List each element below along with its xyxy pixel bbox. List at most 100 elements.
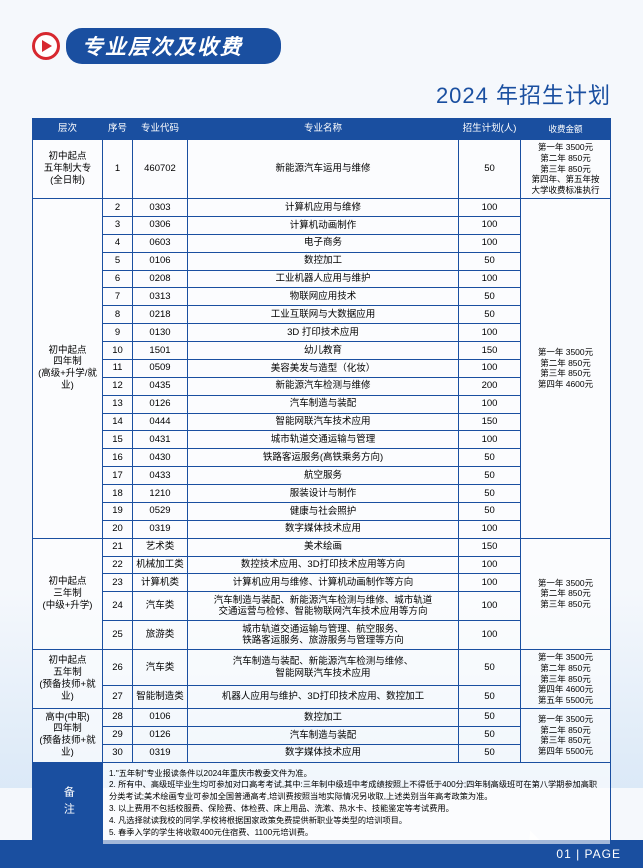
plan-cell: 200: [459, 377, 521, 395]
col-level: 层次: [33, 119, 103, 140]
note-line: 3. 以上费用不包括校服费、保险费、体检费、床上用品、洗漱、热水卡、技能鉴定等考…: [109, 803, 604, 815]
plan-cell: 100: [459, 621, 521, 650]
code-cell: 旅游类: [133, 621, 188, 650]
plan-cell: 100: [459, 324, 521, 342]
note-line: 2. 所有中、高级班毕业生均可参加对口高考考试,其中:三年制中级班中考成绩按照上…: [109, 779, 604, 803]
col-plan: 招生计划(人): [459, 119, 521, 140]
section-banner: 专业层次及收费: [32, 28, 611, 64]
notes-label: 备注: [33, 762, 103, 844]
seq-cell: 24: [103, 592, 133, 621]
code-cell: 艺术类: [133, 538, 188, 556]
notes-cell: 1."五年制"专业报读条件以2024年重庆市教委文件为准。2. 所有中、高级班毕…: [103, 762, 611, 844]
level-cell: 初中起点 五年制 (预备技师+就业): [33, 649, 103, 708]
plan-cell: 50: [459, 449, 521, 467]
major-name-cell: 计算机动画制作: [188, 216, 459, 234]
code-cell: 汽车类: [133, 592, 188, 621]
seq-cell: 1: [103, 139, 133, 198]
major-name-cell: 电子商务: [188, 234, 459, 252]
plan-cell: 100: [459, 359, 521, 377]
plan-cell: 100: [459, 520, 521, 538]
note-line: 4. 凡选择就读我校的同学,学校将根据国家政策免费提供新职业等类型的培训项目。: [109, 815, 604, 827]
plan-cell: 50: [459, 502, 521, 520]
code-cell: 0430: [133, 449, 188, 467]
major-name-cell: 健康与社会照护: [188, 502, 459, 520]
level-cell: 初中起点 五年制大专 (全日制): [33, 139, 103, 198]
col-code: 专业代码: [133, 119, 188, 140]
code-cell: 1501: [133, 342, 188, 360]
table-row: 初中起点 四年制 (高级+升学/就业)20303计算机应用与维修100第一年 3…: [33, 199, 611, 217]
plan-cell: 50: [459, 139, 521, 198]
plan-year-subtitle: 2024 年招生计划: [32, 78, 611, 110]
seq-cell: 28: [103, 708, 133, 726]
seq-cell: 6: [103, 270, 133, 288]
col-seq: 序号: [103, 119, 133, 140]
major-name-cell: 数控加工: [188, 252, 459, 270]
major-name-cell: 数控加工: [188, 708, 459, 726]
seq-cell: 17: [103, 467, 133, 485]
seq-cell: 5: [103, 252, 133, 270]
code-cell: 计算机类: [133, 574, 188, 592]
seq-cell: 8: [103, 306, 133, 324]
major-name-cell: 汽车制造与装配、新能源汽车检测与维修、城市轨道 交通运营与检修、智能物联网汽车技…: [188, 592, 459, 621]
fee-cell: 第一年 3500元 第二年 850元 第三年 850元 第四年 4600元: [521, 199, 611, 539]
play-circle-icon: [32, 32, 60, 60]
code-cell: 0319: [133, 520, 188, 538]
level-cell: 初中起点 三年制 (中级+升学): [33, 538, 103, 649]
plan-cell: 50: [459, 288, 521, 306]
major-name-cell: 城市轨道交通运输与管理: [188, 431, 459, 449]
seq-cell: 9: [103, 324, 133, 342]
code-cell: 0509: [133, 359, 188, 377]
seq-cell: 10: [103, 342, 133, 360]
major-name-cell: 美容美发与造型（化妆）: [188, 359, 459, 377]
seq-cell: 23: [103, 574, 133, 592]
major-name-cell: 城市轨道交通运输与管理、航空服务、 铁路客运服务、旅游服务与管理等方向: [188, 621, 459, 650]
fee-cell: 第一年 3500元 第二年 850元 第三年 850元 第四年 5500元: [521, 708, 611, 762]
major-name-cell: 幼儿教育: [188, 342, 459, 360]
major-name-cell: 数字媒体技术应用: [188, 520, 459, 538]
note-line: 5. 春季入学的学生将收取400元住宿费、1100元培训费。: [109, 827, 604, 839]
notes-row: 备注 1."五年制"专业报读条件以2024年重庆市教委文件为准。2. 所有中、高…: [33, 762, 611, 844]
table-row: 初中起点 五年制大专 (全日制)1460702新能源汽车运用与维修50第一年 3…: [33, 139, 611, 198]
code-cell: 0435: [133, 377, 188, 395]
major-name-cell: 航空服务: [188, 467, 459, 485]
code-cell: 0106: [133, 252, 188, 270]
code-cell: 0603: [133, 234, 188, 252]
code-cell: 1210: [133, 485, 188, 503]
major-name-cell: 工业互联网与大数据应用: [188, 306, 459, 324]
code-cell: 0106: [133, 708, 188, 726]
seq-cell: 25: [103, 621, 133, 650]
enrollment-table: 层次 序号 专业代码 专业名称 招生计划(人) 收费金额 初中起点 五年制大专 …: [32, 118, 611, 845]
major-name-cell: 新能源汽车运用与维修: [188, 139, 459, 198]
seq-cell: 7: [103, 288, 133, 306]
fee-cell: 第一年 3500元 第二年 850元 第三年 850元 第四年、第五年按 大学收…: [521, 139, 611, 198]
major-name-cell: 汽车制造与装配: [188, 395, 459, 413]
banner-title: 专业层次及收费: [66, 28, 281, 64]
seq-cell: 15: [103, 431, 133, 449]
plan-cell: 100: [459, 199, 521, 217]
seq-cell: 22: [103, 556, 133, 574]
seq-cell: 2: [103, 199, 133, 217]
level-cell: 初中起点 四年制 (高级+升学/就业): [33, 199, 103, 539]
seq-cell: 11: [103, 359, 133, 377]
code-cell: 0303: [133, 199, 188, 217]
level-cell: 高中(中职) 四年制 (预备技师+就业): [33, 708, 103, 762]
seq-cell: 20: [103, 520, 133, 538]
plan-cell: 50: [459, 649, 521, 685]
major-name-cell: 机器人应用与维护、3D打印技术应用、数控加工: [188, 686, 459, 709]
note-line: 1."五年制"专业报读条件以2024年重庆市教委文件为准。: [109, 768, 604, 780]
seq-cell: 29: [103, 726, 133, 744]
code-cell: 机械加工类: [133, 556, 188, 574]
code-cell: 460702: [133, 139, 188, 198]
plan-cell: 150: [459, 538, 521, 556]
major-name-cell: 物联网应用技术: [188, 288, 459, 306]
fee-cell: 第一年 3500元 第二年 850元 第三年 850元: [521, 538, 611, 649]
page-content: 专业层次及收费 2024 年招生计划 层次 序号 专业代码 专业名称 招生计划(…: [0, 0, 643, 845]
major-name-cell: 3D 打印技术应用: [188, 324, 459, 342]
seq-cell: 3: [103, 216, 133, 234]
major-name-cell: 智能网联汽车技术应用: [188, 413, 459, 431]
table-row: 高中(中职) 四年制 (预备技师+就业)280106数控加工50第一年 3500…: [33, 708, 611, 726]
code-cell: 0433: [133, 467, 188, 485]
seq-cell: 4: [103, 234, 133, 252]
seq-cell: 21: [103, 538, 133, 556]
plan-cell: 100: [459, 556, 521, 574]
